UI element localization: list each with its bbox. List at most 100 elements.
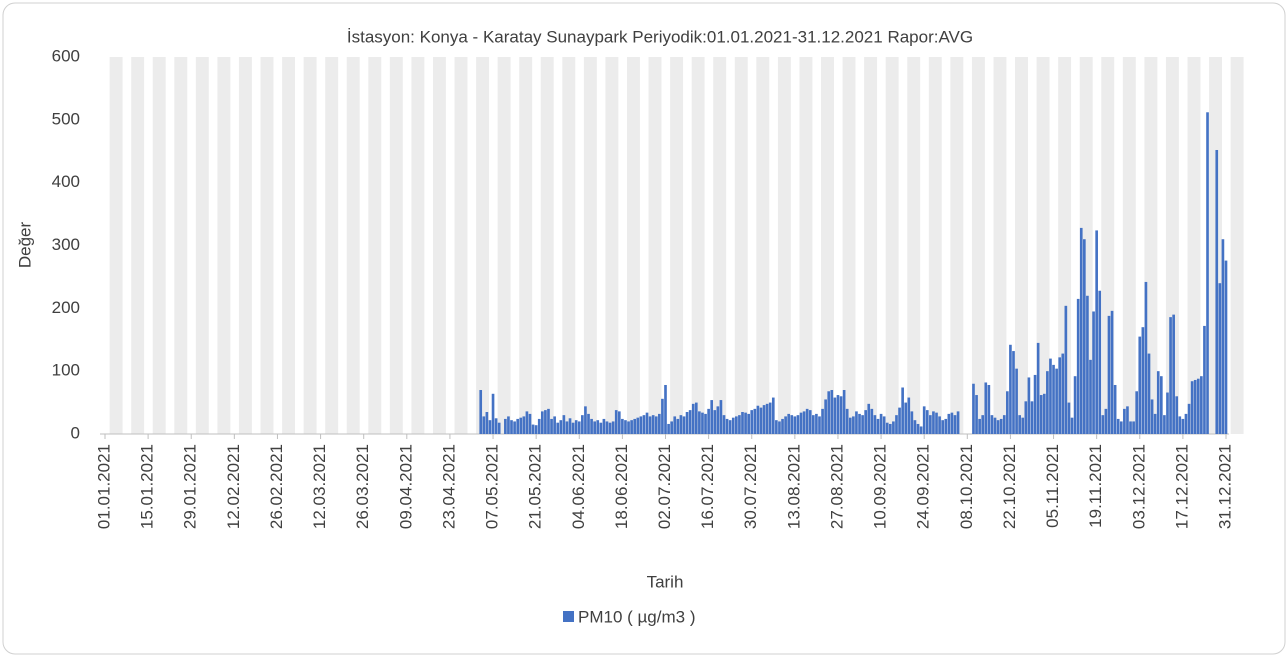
bar [645, 412, 649, 434]
bar [741, 412, 744, 434]
y-tick-label: 300 [52, 235, 80, 254]
bar [725, 418, 729, 434]
bar [605, 421, 609, 434]
bar [781, 418, 784, 434]
bar [771, 397, 775, 434]
bar [833, 397, 837, 434]
bar [975, 395, 978, 434]
bar [1184, 413, 1188, 434]
bar [898, 407, 901, 434]
grid-band [325, 57, 339, 434]
bar [916, 423, 920, 434]
bar [867, 403, 871, 434]
bar [941, 420, 944, 434]
grid-band [605, 57, 619, 434]
x-tick-label: 08.10.2021 [957, 444, 976, 529]
bar [670, 421, 673, 434]
x-tick-label: 31.12.2021 [1215, 444, 1234, 529]
bar [996, 420, 1000, 434]
grid-band [476, 57, 490, 434]
bar [1079, 227, 1083, 434]
bar [559, 420, 563, 434]
bar [1160, 376, 1163, 434]
bar [768, 402, 772, 434]
bar [1141, 327, 1145, 434]
grid-band [368, 57, 382, 434]
bar [537, 418, 541, 434]
bar [1030, 401, 1034, 434]
grid-band [864, 57, 878, 434]
x-tick-label: 29.01.2021 [181, 444, 200, 529]
bar [805, 408, 809, 434]
bar [808, 410, 812, 434]
bar [956, 411, 960, 434]
grid-band [1122, 57, 1136, 434]
bar [688, 410, 692, 434]
bar [679, 415, 683, 434]
bar [824, 399, 827, 434]
bar [1172, 314, 1175, 434]
bar [1002, 415, 1006, 434]
bar [1095, 230, 1098, 434]
grid-band [821, 57, 834, 434]
bar [639, 416, 643, 434]
bar [879, 413, 883, 434]
x-tick-label: 02.07.2021 [655, 444, 674, 529]
bar [836, 395, 840, 434]
bar [756, 405, 760, 434]
y-tick-label: 500 [52, 109, 80, 128]
x-tick-label: 18.06.2021 [612, 444, 631, 529]
bar [1098, 290, 1102, 434]
bar [531, 424, 535, 434]
bar [698, 411, 701, 434]
bar [950, 412, 954, 434]
bar [735, 416, 738, 434]
bar [710, 400, 714, 434]
grid-band [1165, 57, 1179, 434]
y-tick-label: 600 [52, 46, 80, 65]
bar [1024, 401, 1028, 434]
bar [1196, 378, 1200, 434]
bar [787, 413, 791, 434]
bar [565, 421, 569, 434]
bar [1135, 391, 1139, 434]
grid-band [174, 57, 188, 434]
bar [830, 390, 834, 434]
grid-band [1015, 57, 1028, 434]
bar [848, 417, 852, 434]
bar [947, 413, 951, 434]
bar [925, 410, 929, 434]
bar [1175, 396, 1179, 434]
bar [617, 411, 621, 434]
bar [1123, 408, 1126, 434]
grid-band [131, 57, 145, 434]
bar [513, 421, 516, 434]
grid-band [756, 57, 770, 434]
bar [1110, 310, 1114, 434]
bar [611, 421, 615, 434]
x-tick-label: 22.10.2021 [1000, 444, 1019, 529]
legend-swatch [563, 611, 574, 622]
bar [1129, 421, 1132, 434]
bar [596, 420, 600, 434]
bar [1169, 317, 1172, 434]
grid-band [993, 57, 1007, 434]
grid-band [454, 57, 468, 434]
bar [744, 412, 747, 434]
bar [855, 411, 858, 434]
grid-band [389, 57, 403, 434]
bar [913, 420, 917, 434]
bar [852, 416, 855, 434]
bar [602, 418, 606, 434]
bar [1089, 359, 1092, 434]
bar [654, 416, 658, 434]
bar [907, 397, 911, 434]
grid-band [670, 57, 684, 434]
grid-band [217, 57, 231, 434]
bar [799, 412, 803, 434]
x-tick-label: 24.09.2021 [914, 444, 933, 529]
bar [651, 415, 655, 434]
bar [1178, 416, 1182, 434]
bar [842, 390, 846, 434]
bar [676, 418, 680, 434]
